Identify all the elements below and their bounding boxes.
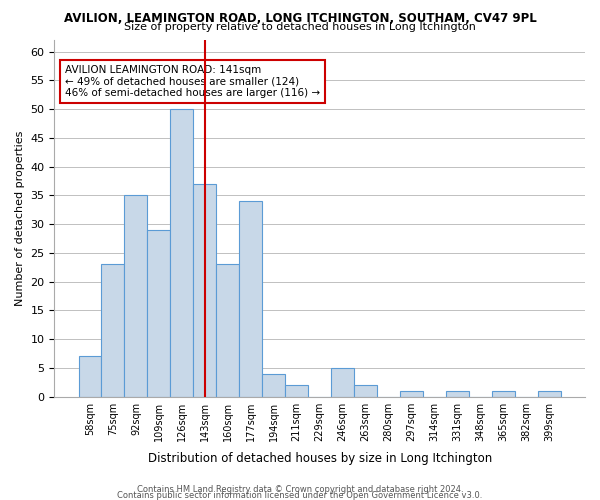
- Text: Size of property relative to detached houses in Long Itchington: Size of property relative to detached ho…: [124, 22, 476, 32]
- Bar: [148, 230, 170, 396]
- Bar: [538, 391, 561, 396]
- Text: Contains HM Land Registry data © Crown copyright and database right 2024.: Contains HM Land Registry data © Crown c…: [137, 485, 463, 494]
- Bar: [354, 385, 377, 396]
- Bar: [193, 184, 217, 396]
- Bar: [124, 196, 148, 396]
- Bar: [79, 356, 101, 397]
- Bar: [217, 264, 239, 396]
- Bar: [170, 109, 193, 397]
- Bar: [285, 385, 308, 396]
- Bar: [101, 264, 124, 396]
- Text: Contains public sector information licensed under the Open Government Licence v3: Contains public sector information licen…: [118, 490, 482, 500]
- Y-axis label: Number of detached properties: Number of detached properties: [15, 130, 25, 306]
- Bar: [446, 391, 469, 396]
- X-axis label: Distribution of detached houses by size in Long Itchington: Distribution of detached houses by size …: [148, 452, 492, 465]
- Bar: [400, 391, 423, 396]
- Text: AVILION, LEAMINGTON ROAD, LONG ITCHINGTON, SOUTHAM, CV47 9PL: AVILION, LEAMINGTON ROAD, LONG ITCHINGTO…: [64, 12, 536, 26]
- Bar: [262, 374, 285, 396]
- Bar: [239, 201, 262, 396]
- Text: AVILION LEAMINGTON ROAD: 141sqm
← 49% of detached houses are smaller (124)
46% o: AVILION LEAMINGTON ROAD: 141sqm ← 49% of…: [65, 65, 320, 98]
- Bar: [492, 391, 515, 396]
- Bar: [331, 368, 354, 396]
